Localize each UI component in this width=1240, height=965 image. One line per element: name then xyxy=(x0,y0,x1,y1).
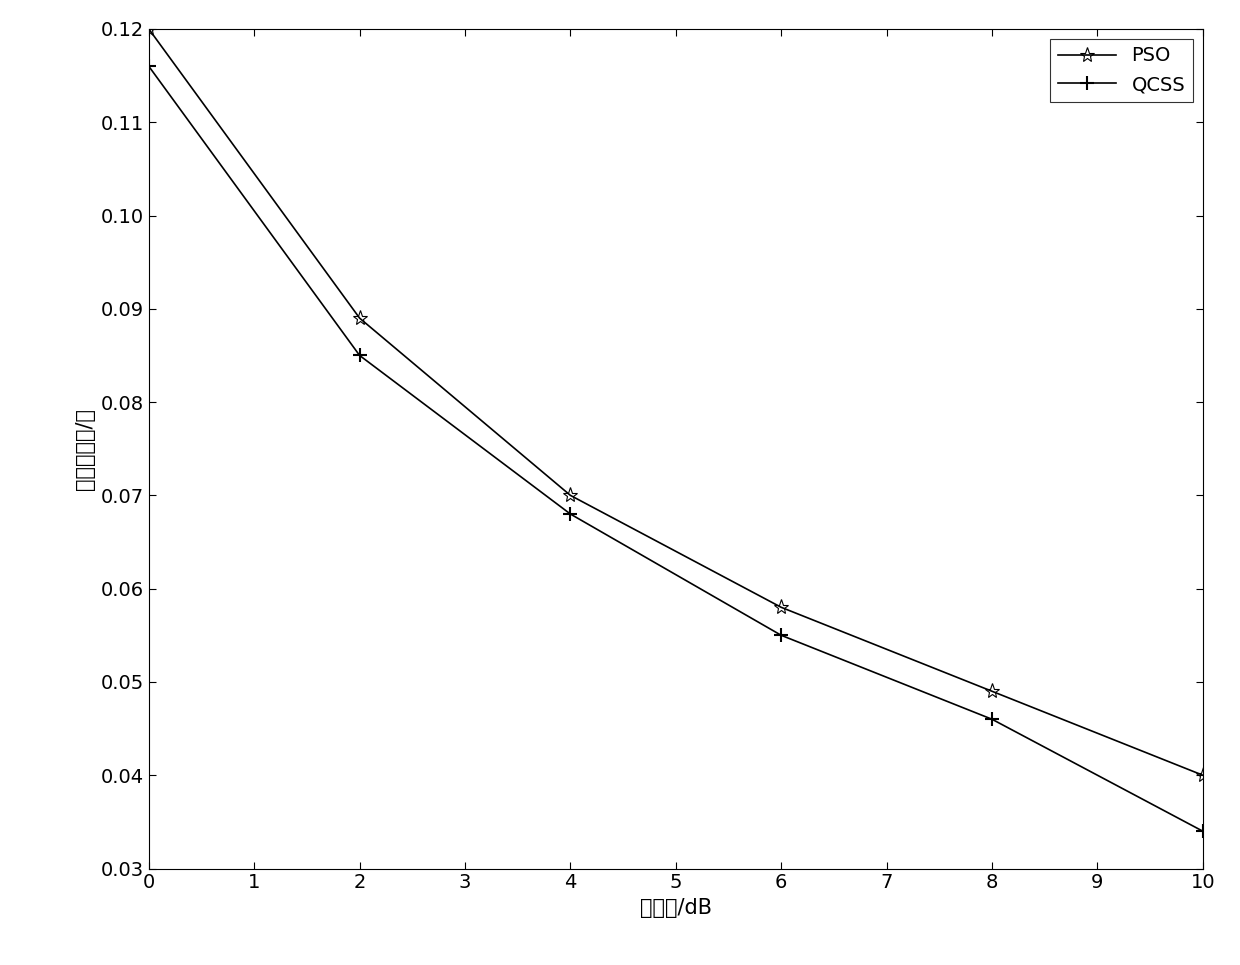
PSO xyxy=(352,313,367,324)
QCSS xyxy=(774,629,789,641)
PSO xyxy=(1195,769,1210,781)
QCSS xyxy=(1195,825,1210,837)
X-axis label: 信噪比/dB: 信噪比/dB xyxy=(640,897,712,918)
QCSS xyxy=(563,509,578,520)
QCSS xyxy=(985,713,999,725)
PSO xyxy=(141,23,156,35)
PSO xyxy=(563,489,578,501)
Legend: PSO, QCSS: PSO, QCSS xyxy=(1050,39,1193,102)
PSO xyxy=(985,685,999,697)
QCSS xyxy=(352,349,367,361)
QCSS xyxy=(141,61,156,72)
PSO xyxy=(774,601,789,613)
Line: PSO: PSO xyxy=(141,21,1210,783)
Y-axis label: 均方根误差/度: 均方根误差/度 xyxy=(76,408,95,489)
Line: QCSS: QCSS xyxy=(141,59,1210,839)
